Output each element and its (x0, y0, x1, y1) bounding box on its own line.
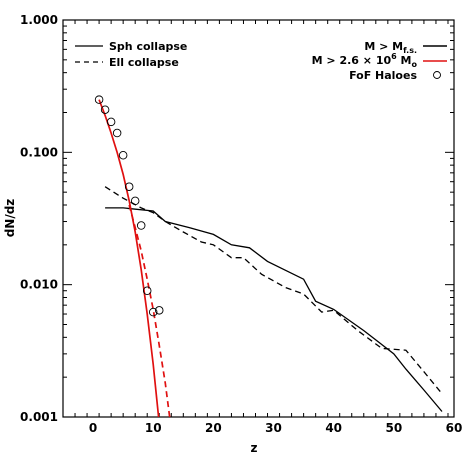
axis-tick-labels: 0 10 20 30 40 50 60 0.001 0.010 0.100 1.000 (20, 13, 462, 435)
series-line-3 (128, 204, 171, 417)
fof-halo-point (130, 196, 140, 206)
fof-halo-point (124, 182, 134, 191)
legend-ell-collapse: Ell collapse (109, 56, 179, 69)
x-axis-label: z (251, 441, 258, 455)
fof-halo-point (136, 221, 146, 230)
fof-halo-point (94, 95, 104, 104)
x-tick-label: 30 (265, 421, 282, 435)
fof-halo-point (100, 105, 110, 114)
legend-fof-haloes: FoF Haloes (349, 69, 417, 82)
series-line-1 (104, 186, 443, 395)
x-tick-label: 0 (89, 421, 97, 435)
legend-left: Sph collapse Ell collapse (75, 40, 187, 69)
fof-halo-point (148, 307, 158, 317)
series-layer (94, 95, 443, 417)
legend-fof-marker (433, 71, 441, 79)
axis-ticks (62, 20, 454, 418)
x-tick-label: 50 (385, 421, 402, 435)
x-tick-label: 10 (145, 421, 162, 435)
x-tick-label: 40 (325, 421, 342, 435)
fof-halo-point (142, 286, 152, 295)
legend-mass-cut: M > 2.6 × 106 Mo (312, 52, 418, 69)
fof-halo-point (154, 306, 164, 315)
plot-frame (62, 19, 455, 418)
fof-halo-point (118, 151, 128, 160)
x-tick-label: 20 (205, 421, 222, 435)
y-tick-label: 0.100 (20, 145, 58, 159)
y-axis-label: dN/dz (3, 199, 17, 238)
fof-halo-point (112, 128, 122, 138)
y-tick-label: 0.001 (20, 410, 58, 424)
legend-mfs: M > Mf.s. (364, 40, 417, 55)
series-line-2 (98, 99, 160, 417)
legend-right: M > Mf.s. M > 2.6 × 106 Mo FoF Haloes (312, 40, 447, 82)
fof-halo-point (106, 117, 116, 127)
y-tick-label: 1.000 (20, 13, 58, 27)
y-tick-label: 0.010 (20, 278, 58, 292)
x-tick-label: 60 (446, 421, 463, 435)
legend-sph-collapse: Sph collapse (109, 40, 187, 53)
